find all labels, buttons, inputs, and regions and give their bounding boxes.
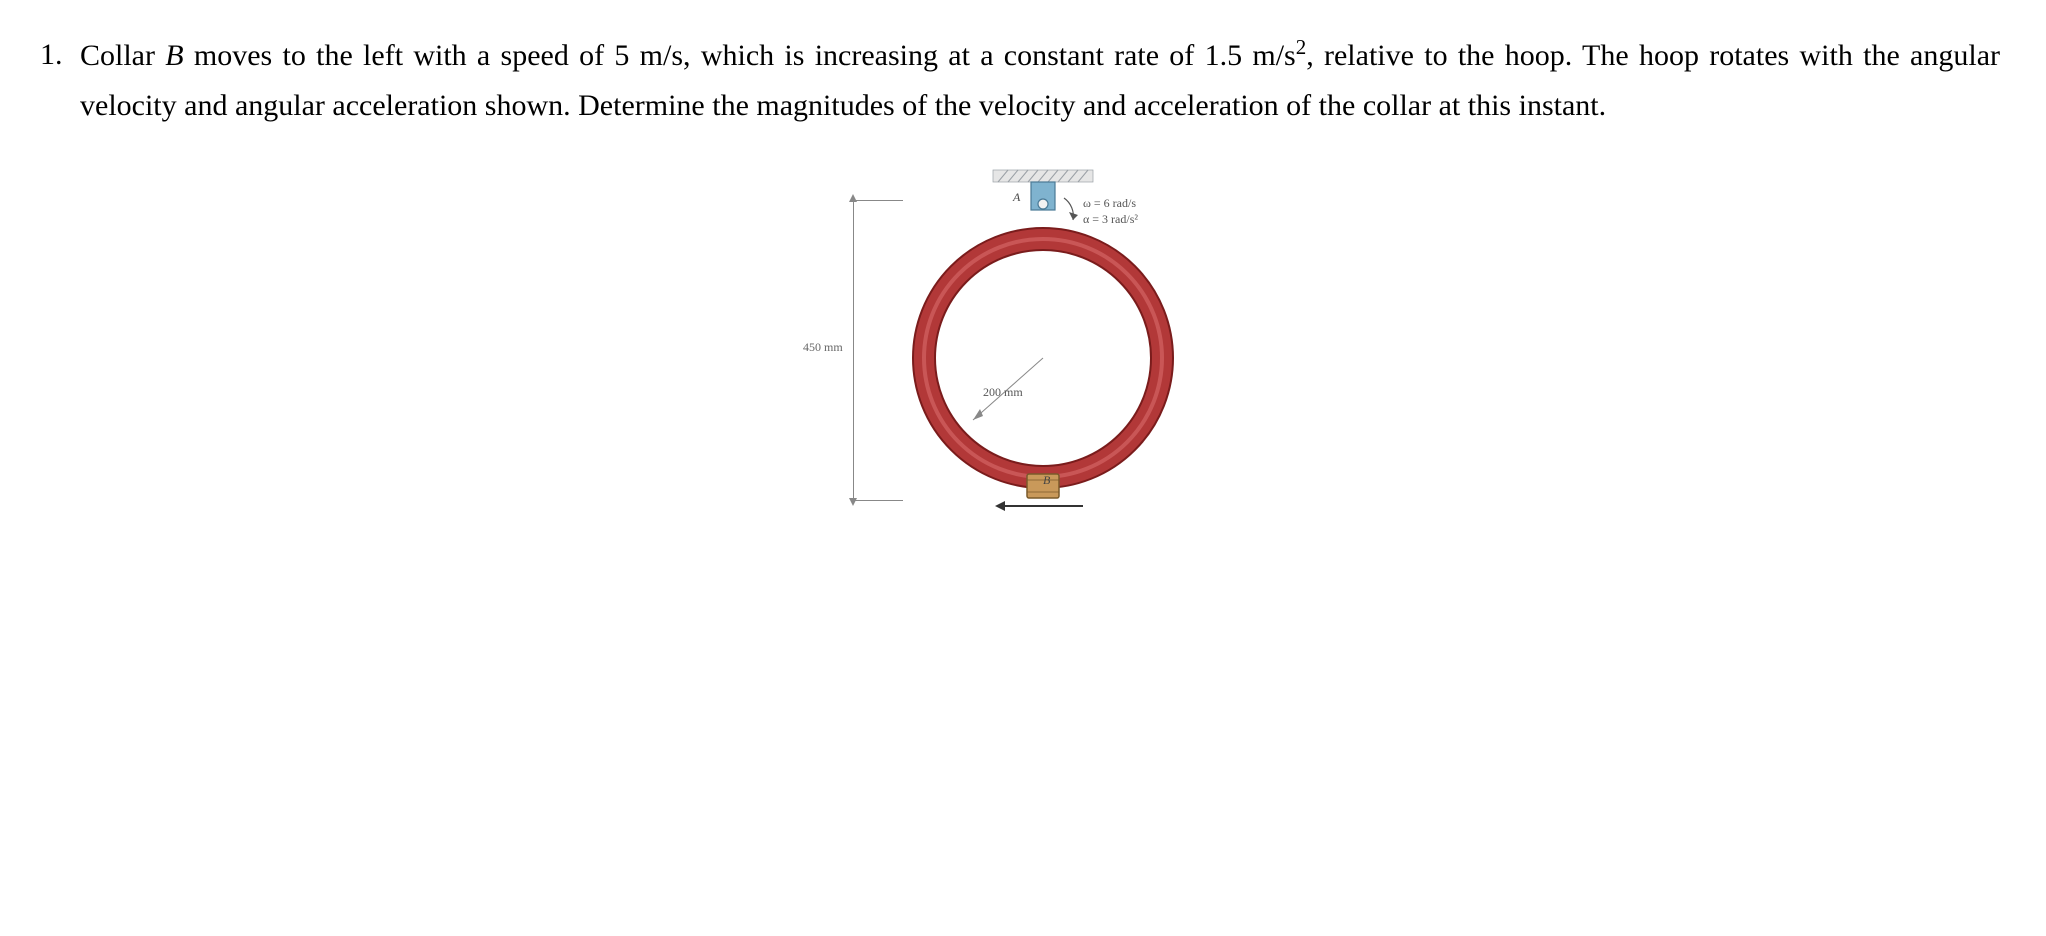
pivot-bracket [1031,182,1055,210]
label-a: A [1013,190,1020,205]
angular-labels: ω = 6 rad/s α = 3 rad/s² [1083,196,1138,227]
hoop-svg [903,160,1203,540]
dim-vertical [853,200,854,500]
problem-text: Collar B moves to the left with a speed … [80,30,2000,130]
dim-tick-bot [853,500,903,501]
dim-label: 450 mm [803,340,843,355]
ceiling-hatch [993,170,1093,182]
figure-container: 450 mm [40,160,2006,580]
dimension-line: 450 mm [823,200,903,500]
figure: 450 mm [813,160,1233,580]
problem-number: 1. [40,30,68,80]
radius-label: 200 mm [983,385,1023,400]
motion-arrow-icon [1003,505,1083,507]
omega-label: ω = 6 rad/s [1083,196,1138,212]
problem-block: 1. Collar B moves to the left with a spe… [40,30,2006,130]
dim-tick-top [853,200,903,201]
alpha-label: α = 3 rad/s² [1083,212,1138,228]
label-b: B [1043,473,1050,488]
